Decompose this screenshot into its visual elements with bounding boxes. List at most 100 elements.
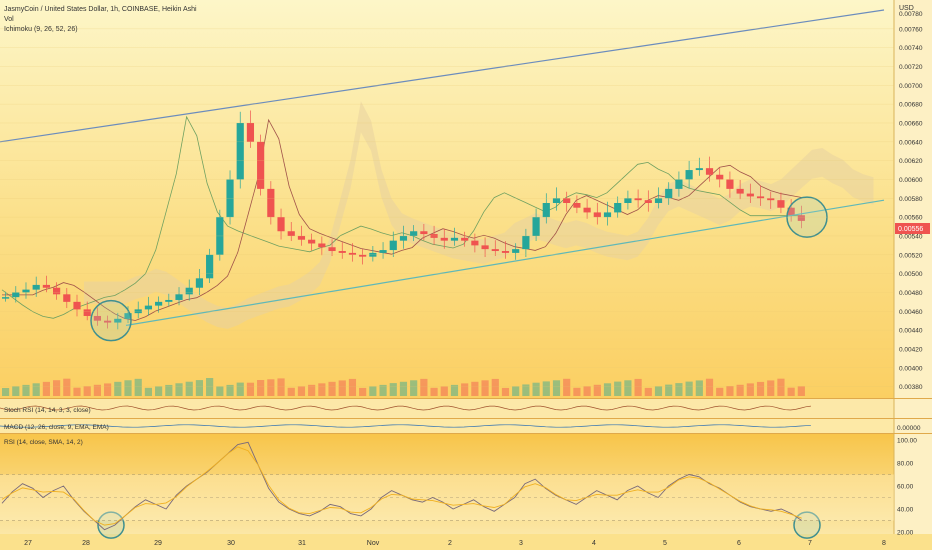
rsi-label[interactable]: RSI (14, close, SMA, 14, 2) bbox=[4, 439, 83, 446]
candle-body bbox=[532, 217, 540, 236]
volume-bar bbox=[93, 384, 101, 396]
rsi-pane[interactable] bbox=[0, 434, 894, 534]
time-tick-label: Nov bbox=[367, 540, 380, 547]
candle-body bbox=[563, 198, 571, 203]
volume-bar bbox=[134, 378, 142, 396]
ichimoku-cloud-band bbox=[84, 101, 874, 329]
candle-body bbox=[624, 198, 632, 203]
macd-pane[interactable] bbox=[0, 419, 894, 433]
candle-body bbox=[359, 254, 367, 257]
volume-bar bbox=[2, 388, 10, 396]
rsi-tick-label: 100.00 bbox=[897, 438, 917, 445]
volume-bar bbox=[175, 383, 183, 396]
candle-body bbox=[328, 247, 336, 252]
rsi-band bbox=[0, 474, 894, 521]
candle-body bbox=[277, 217, 285, 232]
volume-bar bbox=[410, 380, 418, 396]
volume-bar bbox=[53, 380, 61, 396]
volume-bar bbox=[430, 387, 438, 396]
candle-body bbox=[491, 249, 499, 252]
time-tick-label: 27 bbox=[24, 540, 32, 547]
candle-body bbox=[481, 245, 489, 250]
volume-bar bbox=[542, 381, 550, 396]
chart-title[interactable]: JasmyCoin / United States Dollar, 1h, CO… bbox=[4, 6, 197, 13]
volume-bar bbox=[359, 387, 367, 396]
volume-bar bbox=[573, 387, 581, 396]
time-tick-label: 29 bbox=[154, 540, 162, 547]
volume-bar bbox=[440, 386, 448, 396]
candle-body bbox=[440, 237, 448, 241]
volume-bar bbox=[552, 380, 561, 396]
candle-body bbox=[522, 235, 530, 250]
price-tick-label: 0.00540 bbox=[899, 233, 923, 240]
candle-body bbox=[420, 231, 428, 235]
candle-body bbox=[42, 284, 50, 288]
volume-bar bbox=[624, 380, 632, 396]
time-axis[interactable] bbox=[0, 534, 932, 550]
candle-body bbox=[603, 212, 612, 218]
time-tick-label: 3 bbox=[519, 540, 523, 547]
current-price-badge bbox=[895, 223, 930, 234]
volume-bar bbox=[695, 380, 703, 396]
volume-bar bbox=[144, 387, 153, 396]
volume-bar bbox=[767, 380, 775, 396]
candle-body bbox=[583, 207, 591, 213]
price-tick-label: 0.00700 bbox=[899, 83, 923, 90]
rsi-tick-label: 60.00 bbox=[897, 484, 914, 491]
candle-body bbox=[614, 203, 622, 213]
volume-bar bbox=[389, 383, 397, 396]
volume-bar bbox=[338, 380, 346, 396]
price-axis[interactable] bbox=[894, 0, 932, 534]
candle-body bbox=[114, 318, 122, 323]
volume-bar bbox=[797, 386, 805, 396]
volume-bar bbox=[185, 381, 193, 396]
candle-body bbox=[195, 278, 204, 288]
candle-body bbox=[552, 198, 561, 203]
price-tick-label: 0.00720 bbox=[899, 64, 923, 71]
price-tick-label: 0.00640 bbox=[899, 139, 923, 146]
candle-body bbox=[461, 237, 469, 241]
candle-body bbox=[73, 301, 81, 310]
upper-trendline bbox=[0, 9, 885, 143]
candle-body bbox=[83, 309, 91, 316]
candle-body bbox=[726, 179, 734, 189]
volume-bar bbox=[644, 387, 652, 396]
macd-label[interactable]: MACD (12, 26, close, 9, EMA, EMA) bbox=[4, 424, 109, 431]
volume-bar bbox=[83, 386, 91, 396]
candle-body bbox=[501, 251, 510, 253]
trendlines bbox=[0, 9, 885, 539]
candle-body bbox=[736, 188, 744, 194]
volume-bar bbox=[236, 382, 244, 396]
time-tick-label: 7 bbox=[808, 540, 812, 547]
macd-line bbox=[0, 424, 811, 428]
vol-label[interactable]: Vol bbox=[4, 16, 14, 23]
volume-bar bbox=[226, 384, 234, 396]
volume-bar bbox=[165, 384, 173, 396]
candle-body bbox=[797, 215, 805, 221]
volume-bar bbox=[114, 381, 122, 396]
candle-body bbox=[63, 294, 71, 302]
volume-bar bbox=[206, 378, 214, 396]
candle-body bbox=[185, 287, 193, 295]
volume-bar bbox=[777, 378, 785, 396]
candle-body bbox=[236, 122, 244, 180]
candle-body bbox=[318, 243, 326, 248]
stoch-label[interactable]: Stoch RSI (14, 14, 3, 3, close) bbox=[4, 407, 91, 414]
candle-body bbox=[53, 287, 61, 295]
volume-bar bbox=[450, 384, 459, 396]
price-tick-label: 0.00400 bbox=[899, 365, 923, 372]
volume-bar bbox=[726, 386, 734, 396]
volume-bar bbox=[32, 383, 40, 396]
volume-bar bbox=[63, 378, 71, 396]
time-tick-label: 5 bbox=[663, 540, 667, 547]
candle-body bbox=[644, 200, 652, 203]
stoch-pane[interactable] bbox=[0, 399, 894, 418]
price-tick-label: 0.00460 bbox=[899, 309, 923, 316]
ichimoku-label[interactable]: Ichimoku (9, 26, 52, 26) bbox=[4, 26, 78, 33]
volume-bar bbox=[42, 381, 50, 396]
volume-bar bbox=[297, 386, 306, 396]
volume-bar bbox=[756, 381, 765, 396]
price-tick-label: 0.00520 bbox=[899, 252, 923, 259]
volume-bar bbox=[665, 384, 673, 396]
